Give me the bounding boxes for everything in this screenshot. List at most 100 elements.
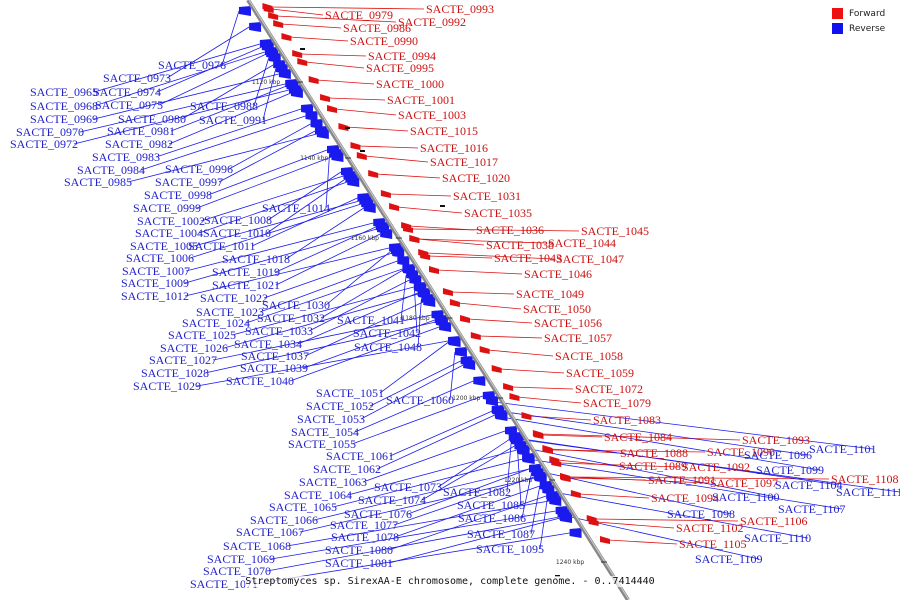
fwd-gene-label[interactable]: SACTE_1044 bbox=[548, 236, 616, 250]
fwd-gene-label[interactable]: SACTE_1089 bbox=[619, 459, 687, 473]
rev-gene-label[interactable]: SACTE_1024 bbox=[182, 316, 250, 330]
fwd-gene-feature[interactable] bbox=[560, 473, 571, 481]
rev-gene-label[interactable]: SACTE_1100 bbox=[712, 490, 780, 504]
rev-gene-feature[interactable] bbox=[529, 464, 542, 474]
fwd-gene-label[interactable]: SACTE_1031 bbox=[453, 189, 521, 203]
fwd-gene-feature[interactable] bbox=[588, 518, 599, 526]
fwd-gene-label[interactable]: SACTE_1093 bbox=[742, 433, 810, 447]
fwd-gene-feature[interactable] bbox=[327, 105, 338, 113]
rev-gene-label[interactable]: SACTE_1006 bbox=[126, 251, 194, 265]
rev-gene-label[interactable]: SACTE_1025 bbox=[168, 328, 236, 342]
rev-gene-feature[interactable] bbox=[534, 473, 547, 483]
fwd-gene-label[interactable]: SACTE_1108 bbox=[831, 472, 899, 486]
fwd-gene-feature[interactable] bbox=[449, 299, 460, 307]
rev-gene-feature[interactable] bbox=[423, 297, 436, 307]
rev-gene-label[interactable]: SACTE_1095 bbox=[476, 542, 544, 556]
rev-gene-feature[interactable] bbox=[249, 22, 262, 32]
rev-gene-label[interactable]: SACTE_1054 bbox=[291, 425, 359, 439]
rev-gene-label[interactable]: SACTE_1039 bbox=[240, 361, 308, 375]
rev-gene-label[interactable]: SACTE_1087 bbox=[467, 527, 535, 541]
rev-gene-label[interactable]: SACTE_0972 bbox=[10, 137, 78, 151]
rev-gene-feature[interactable] bbox=[454, 347, 467, 357]
fwd-gene-label[interactable]: SACTE_1056 bbox=[534, 316, 602, 330]
fwd-gene-feature[interactable] bbox=[368, 170, 379, 178]
rev-gene-feature[interactable] bbox=[522, 453, 535, 463]
fwd-gene-label[interactable]: SACTE_1016 bbox=[420, 141, 488, 155]
rev-gene-label[interactable]: SACTE_1101 bbox=[809, 442, 877, 456]
rev-gene-feature[interactable] bbox=[390, 246, 403, 256]
rev-gene-label[interactable]: SACTE_1051 bbox=[316, 386, 384, 400]
rev-gene-label[interactable]: SACTE_1066 bbox=[250, 513, 318, 527]
rev-gene-label[interactable]: SACTE_1022 bbox=[200, 291, 268, 305]
rev-gene-label[interactable]: SACTE_0996 bbox=[165, 162, 233, 176]
rev-gene-feature[interactable] bbox=[268, 53, 281, 63]
rev-gene-label[interactable]: SACTE_1002 bbox=[137, 214, 205, 228]
rev-gene-feature[interactable] bbox=[409, 275, 422, 285]
fwd-gene-feature[interactable] bbox=[600, 536, 610, 544]
fwd-gene-label[interactable]: SACTE_1001 bbox=[387, 93, 455, 107]
fwd-gene-label[interactable]: SACTE_1097 bbox=[710, 476, 778, 490]
rev-gene-label[interactable]: SACTE_1074 bbox=[358, 493, 426, 507]
rev-gene-label[interactable]: SACTE_1042 bbox=[353, 326, 421, 340]
fwd-gene-label[interactable]: SACTE_1043 bbox=[494, 251, 562, 265]
fwd-gene-feature[interactable] bbox=[380, 190, 391, 198]
rev-gene-feature[interactable] bbox=[380, 229, 393, 239]
fwd-gene-feature[interactable] bbox=[273, 20, 284, 28]
fwd-gene-label[interactable]: SACTE_1020 bbox=[442, 171, 510, 185]
fwd-gene-feature[interactable] bbox=[320, 94, 331, 102]
rev-gene-label[interactable]: SACTE_1111 bbox=[836, 485, 900, 499]
fwd-gene-feature[interactable] bbox=[543, 446, 553, 454]
rev-gene-label[interactable]: SACTE_1107 bbox=[778, 502, 846, 516]
rev-gene-label[interactable]: SACTE_1030 bbox=[262, 298, 330, 312]
rev-gene-label[interactable]: SACTE_1061 bbox=[326, 449, 394, 463]
rev-gene-feature[interactable] bbox=[331, 152, 344, 162]
rev-gene-label[interactable]: SACTE_1064 bbox=[284, 488, 352, 502]
rev-gene-label[interactable]: SACTE_0991 bbox=[199, 113, 267, 127]
rev-gene-label[interactable]: SACTE_0983 bbox=[92, 150, 160, 164]
fwd-gene-label[interactable]: SACTE_1083 bbox=[593, 413, 661, 427]
rev-gene-feature[interactable] bbox=[290, 88, 303, 98]
rev-gene-label[interactable]: SACTE_1026 bbox=[160, 341, 228, 355]
rev-gene-feature[interactable] bbox=[275, 64, 288, 74]
fwd-gene-label[interactable]: SACTE_1102 bbox=[676, 521, 744, 535]
rev-gene-label[interactable]: SACTE_1069 bbox=[207, 552, 275, 566]
fwd-gene-feature[interactable] bbox=[389, 203, 400, 211]
rev-gene-feature[interactable] bbox=[495, 411, 508, 421]
rev-gene-feature[interactable] bbox=[363, 203, 376, 213]
fwd-gene-feature[interactable] bbox=[479, 346, 490, 354]
rev-gene-label[interactable]: SACTE_1082 bbox=[443, 485, 511, 499]
fwd-gene-label[interactable]: SACTE_1058 bbox=[555, 349, 623, 363]
rev-gene-label[interactable]: SACTE_0998 bbox=[144, 188, 212, 202]
rev-gene-feature[interactable] bbox=[434, 315, 447, 325]
rev-gene-label[interactable]: SACTE_1040 bbox=[226, 374, 294, 388]
rev-gene-label[interactable]: SACTE_0982 bbox=[105, 137, 173, 151]
fwd-gene-feature[interactable] bbox=[418, 249, 429, 257]
fwd-gene-label[interactable]: SACTE_1088 bbox=[620, 446, 688, 460]
fwd-gene-label[interactable]: SACTE_1091 bbox=[648, 473, 716, 487]
rev-gene-feature[interactable] bbox=[547, 493, 560, 503]
rev-gene-feature[interactable] bbox=[473, 376, 486, 386]
fwd-gene-feature[interactable] bbox=[460, 315, 471, 323]
rev-gene-label[interactable]: SACTE_1021 bbox=[212, 278, 280, 292]
rev-gene-feature[interactable] bbox=[397, 256, 410, 266]
rev-gene-label[interactable]: SACTE_0984 bbox=[77, 163, 145, 177]
rev-gene-label[interactable]: SACTE_1081 bbox=[325, 556, 393, 570]
rev-gene-label[interactable]: SACTE_1032 bbox=[257, 311, 325, 325]
fwd-gene-label[interactable]: SACTE_0993 bbox=[426, 2, 494, 16]
fwd-gene-label[interactable]: SACTE_0986 bbox=[343, 21, 411, 35]
fwd-gene-feature[interactable] bbox=[551, 459, 562, 467]
fwd-gene-label[interactable]: SACTE_0992 bbox=[398, 15, 466, 29]
rev-gene-label[interactable]: SACTE_0968 bbox=[30, 99, 98, 113]
fwd-gene-label[interactable]: SACTE_0994 bbox=[368, 49, 436, 63]
rev-gene-feature[interactable] bbox=[569, 528, 582, 538]
rev-gene-label[interactable]: SACTE_1109 bbox=[695, 552, 763, 566]
rev-gene-label[interactable]: SACTE_0981 bbox=[107, 124, 175, 138]
rev-gene-feature[interactable] bbox=[347, 177, 360, 187]
rev-gene-label[interactable]: SACTE_1062 bbox=[313, 462, 381, 476]
rev-gene-label[interactable]: SACTE_0974 bbox=[93, 85, 161, 99]
fwd-gene-label[interactable]: SACTE_1017 bbox=[430, 155, 498, 169]
fwd-gene-label[interactable]: SACTE_1049 bbox=[516, 287, 584, 301]
fwd-gene-feature[interactable] bbox=[281, 33, 292, 41]
fwd-gene-label[interactable]: SACTE_1072 bbox=[575, 382, 643, 396]
rev-gene-label[interactable]: SACTE_1099 bbox=[756, 463, 824, 477]
